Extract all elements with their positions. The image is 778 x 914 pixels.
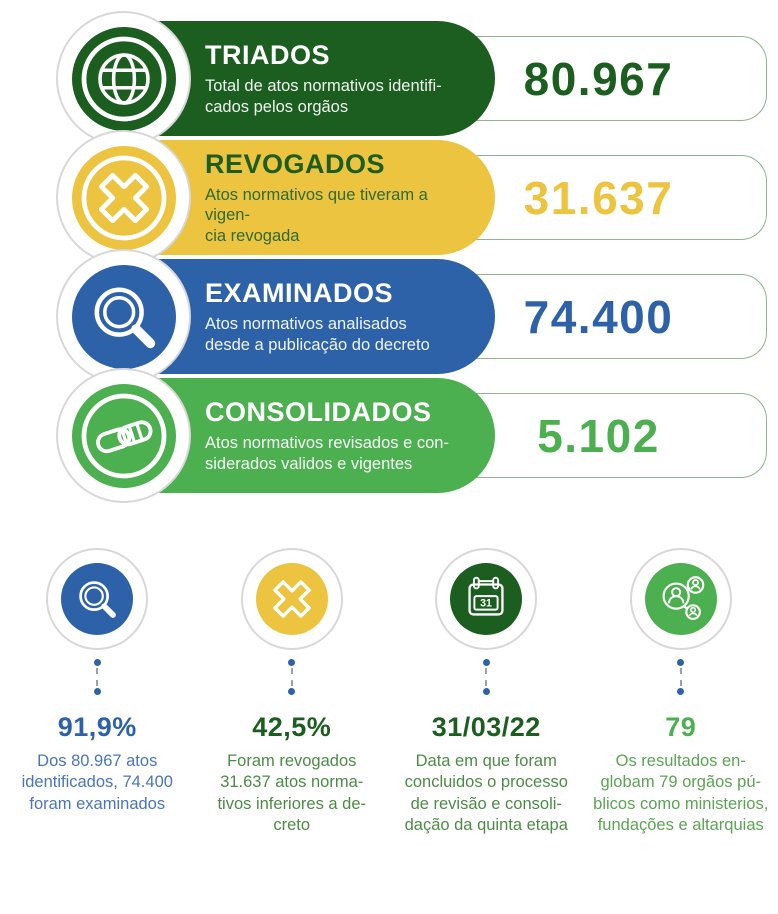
banner-title: TRIADOS	[205, 39, 330, 70]
connector-dot	[677, 659, 685, 666]
connector-dot	[288, 688, 296, 695]
calendar-day-label: 31	[480, 598, 492, 610]
connector-dot	[93, 688, 101, 695]
connector-dot	[93, 659, 101, 666]
dotted-connector	[288, 659, 296, 695]
banner-value: 31.637	[523, 171, 674, 224]
connector-dot	[482, 688, 490, 695]
circle-x-icon	[81, 155, 166, 240]
connector-dash	[96, 668, 99, 686]
stat-icon-disc	[255, 563, 328, 635]
icon-disc	[71, 145, 176, 250]
dotted-connector	[482, 659, 490, 695]
stat-icon-circle	[46, 548, 149, 650]
connector-dot	[482, 659, 490, 666]
stat-orgaos-count: 79 Os resultados en- globam 79 orgãos pú…	[584, 548, 778, 837]
banner-description: Atos normativos analisados desde a publi…	[205, 314, 430, 354]
banner-description: Atos normativos que tiveram a vigen- cia…	[205, 185, 428, 245]
stat-icon-circle	[629, 548, 732, 650]
banner-title: EXAMINADOS	[205, 277, 394, 308]
connector-dot	[677, 688, 685, 695]
banner-icon-circle	[56, 11, 191, 146]
stat-conclusion-date: 31 31/03/22 Data em que foram concluidos…	[389, 548, 584, 837]
dotted-connector	[677, 659, 685, 695]
stat-icon-disc	[61, 563, 134, 635]
banner-triados: 80.967 TRIADOS Total de atos normativos …	[0, 11, 778, 146]
banner-consolidados: 5.102 CONSOLIDADOS Atos normativos revis…	[0, 368, 778, 503]
connector-dash	[290, 668, 293, 686]
stat-revogados-pct: 42,5% Foram revogados 31.637 atos norma-…	[195, 548, 390, 837]
stat-heading: 91,9%	[57, 712, 137, 742]
banner-title: CONSOLIDADOS	[205, 396, 432, 427]
calendar-icon: 31	[468, 576, 504, 616]
banner-icon-circle	[56, 249, 191, 384]
banner-examinados: 74.400 EXAMINADOS Atos normativos analis…	[0, 249, 778, 384]
banner-title: REVOGADOS	[205, 148, 386, 179]
network-people-icon	[662, 576, 705, 620]
banner-icon-circle	[56, 368, 191, 503]
connector-dash	[485, 668, 488, 686]
icon-disc	[71, 383, 176, 488]
x-icon	[272, 580, 311, 618]
stat-icon-circle	[240, 548, 343, 650]
banner-description: Atos normativos revisados e con- siderad…	[205, 433, 449, 473]
stat-description: Foram revogados 31.637 atos norma- tivos…	[217, 752, 367, 835]
magnifier-icon	[79, 581, 117, 618]
banner-value: 74.400	[523, 290, 674, 343]
globe-icon	[81, 36, 166, 121]
stat-description: Dos 80.967 atos identificados, 74.400 fo…	[21, 752, 173, 813]
banner-description: Total de atos normativos identifi- cados…	[205, 76, 442, 116]
banner-value: 80.967	[523, 52, 674, 105]
banner-icon-circle	[56, 130, 191, 265]
stat-icon-disc	[644, 563, 717, 635]
connector-dash	[679, 668, 682, 686]
dotted-connector	[93, 659, 101, 695]
stat-icon-circle: 31	[435, 548, 538, 650]
stat-heading: 42,5%	[252, 712, 332, 742]
stat-examinados-pct: 91,9% Dos 80.967 atos identificados, 74.…	[0, 548, 195, 837]
icon-disc	[71, 264, 176, 369]
stat-description: Os resultados en- globam 79 orgãos pú- b…	[593, 752, 769, 835]
stat-icon-disc: 31	[450, 563, 523, 635]
icon-disc	[71, 26, 176, 131]
handshake-icon	[81, 393, 166, 478]
banner-value: 5.102	[537, 409, 660, 462]
stat-heading: 31/03/22	[431, 712, 541, 742]
stats-section: 91,9% Dos 80.967 atos identificados, 74.…	[0, 548, 778, 837]
stat-description: Data em que foram concluidos o processo …	[404, 752, 568, 835]
stat-heading: 79	[665, 712, 697, 742]
magnifier-icon	[94, 287, 155, 348]
banner-pill: TRIADOS Total de atos normativos identif…	[93, 21, 495, 136]
connector-dot	[288, 659, 296, 666]
banner-revogados: 31.637 REVOGADOS Atos normativos que tiv…	[0, 130, 778, 265]
